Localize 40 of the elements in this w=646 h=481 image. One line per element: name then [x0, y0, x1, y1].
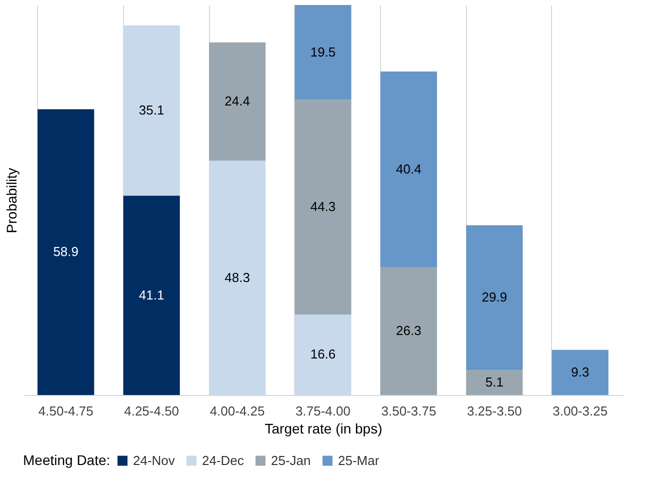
x-tick-label: 3.75-4.00 [296, 404, 350, 418]
legend-label: 25-Jan [271, 452, 311, 468]
x-tick-label: 4.00-4.25 [210, 404, 265, 418]
bar [38, 109, 94, 395]
bar [123, 25, 180, 196]
data-label: 29.9 [482, 290, 508, 305]
data-label: 19.5 [310, 44, 336, 60]
x-tick-label: 4.25-4.50 [124, 404, 180, 418]
x-tick-label: 3.50-3.75 [381, 404, 436, 418]
data-label: 9.3 [571, 364, 590, 380]
bar [466, 370, 523, 395]
data-label: 24.4 [224, 94, 250, 109]
legend-label: 25-Mar [338, 452, 380, 468]
x-tick-label: 4.50-4.75 [38, 404, 94, 418]
data-label: 26.3 [396, 323, 422, 338]
bar [123, 196, 180, 395]
bar [209, 42, 266, 161]
x-tick-label: 3.25-3.50 [466, 404, 522, 418]
data-label: 48.3 [224, 270, 250, 285]
bar [380, 71, 437, 268]
y-axis-title: Probability [4, 168, 20, 234]
bar [294, 100, 352, 314]
bar [209, 160, 266, 395]
bar [466, 225, 523, 370]
data-label: 40.4 [396, 161, 422, 176]
legend-title: Meeting Date: [23, 452, 110, 468]
data-label: 41.1 [138, 287, 164, 302]
bar [552, 350, 608, 395]
data-label: 16.6 [310, 346, 336, 362]
data-label: 35.1 [138, 102, 164, 118]
data-label: 44.3 [310, 199, 336, 214]
legend-label: 24-Nov [133, 452, 176, 468]
data-label: 58.9 [53, 244, 79, 260]
bar [294, 5, 352, 100]
x-tick-label: 3.00-3.25 [552, 404, 608, 418]
bar [294, 314, 352, 395]
x-axis-title: Target rate (in bps) [264, 420, 382, 436]
legend-label: 24-Dec [202, 452, 244, 468]
bar [380, 267, 437, 395]
data-label: 5.1 [485, 374, 504, 390]
